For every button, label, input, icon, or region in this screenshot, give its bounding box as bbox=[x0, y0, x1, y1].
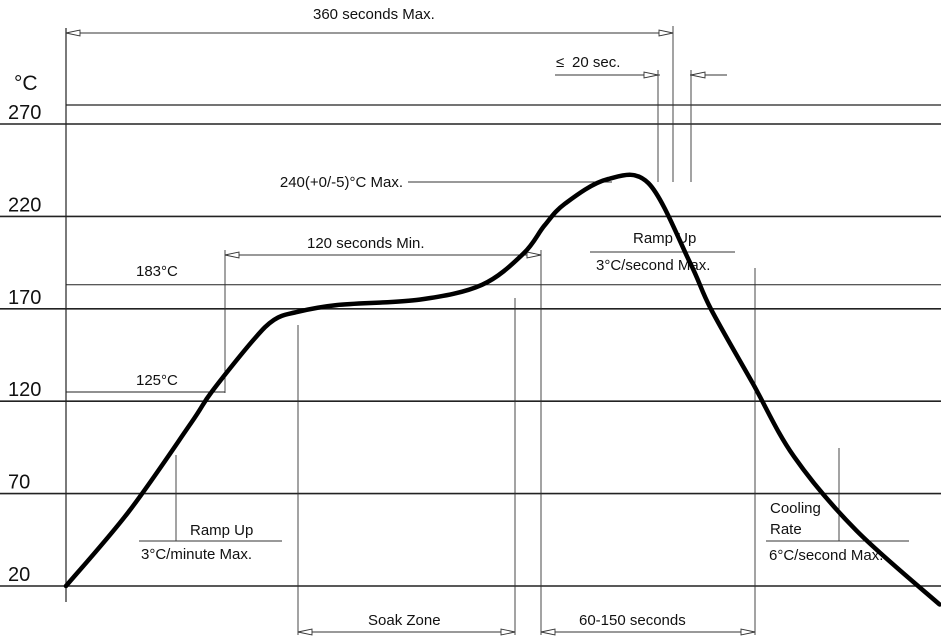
y-tick-label-120: 120 bbox=[8, 379, 41, 401]
annotation-rate: Rate bbox=[770, 521, 802, 538]
gridlines bbox=[0, 28, 941, 602]
annotation-liquidus-time: 60-150 seconds bbox=[579, 612, 686, 629]
temperature-profile-curve bbox=[63, 172, 941, 607]
arrow-liquidus-left bbox=[540, 628, 556, 636]
annotation-cooling-rate: 6°C/second Max. bbox=[769, 547, 883, 564]
arrow-peak-left bbox=[643, 71, 659, 79]
arrow-liquidus-right bbox=[740, 628, 756, 636]
annotation-soak-zone: Soak Zone bbox=[368, 612, 441, 629]
annotation-ramp-up-2: Ramp Up bbox=[633, 230, 696, 247]
annotation-le-symbol: ≤ bbox=[556, 54, 564, 71]
arrow-soak-left bbox=[297, 628, 313, 636]
y-tick-label-270: 270 bbox=[8, 102, 41, 124]
annotation-ramp-up-1-rate: 3°C/minute Max. bbox=[141, 546, 252, 563]
arrow-total-left bbox=[65, 29, 81, 37]
y-tick-labels: 20 70 120 170 220 270 bbox=[8, 102, 41, 586]
y-tick-label-220: 220 bbox=[8, 194, 41, 216]
annotation-total-time: 360 seconds Max. bbox=[313, 6, 435, 23]
annotation-peak-time: 20 sec. bbox=[572, 54, 620, 71]
arrow-peak-right bbox=[690, 71, 706, 79]
annotation-cooling: Cooling bbox=[770, 500, 821, 517]
arrow-preheat-right bbox=[526, 251, 542, 259]
arrow-soak-right bbox=[500, 628, 516, 636]
y-tick-label-170: 170 bbox=[8, 287, 41, 309]
y-tick-label-70: 70 bbox=[8, 472, 30, 494]
y-tick-label-20: 20 bbox=[8, 564, 30, 586]
annotation-peak-temperature: 240(+0/-5)°C Max. bbox=[280, 174, 403, 191]
annotation-preheat-time: 120 seconds Min. bbox=[307, 235, 425, 252]
arrow-total-right bbox=[658, 29, 674, 37]
ref-label-125: 125°C bbox=[136, 372, 178, 389]
annotation-ramp-up-1: Ramp Up bbox=[190, 522, 253, 539]
dimension-lines bbox=[65, 26, 909, 636]
y-axis-unit: °C bbox=[14, 72, 38, 95]
ref-label-183: 183°C bbox=[136, 263, 178, 280]
arrow-preheat-left bbox=[224, 251, 240, 259]
annotation-ramp-up-2-rate: 3°C/second Max. bbox=[596, 257, 710, 274]
